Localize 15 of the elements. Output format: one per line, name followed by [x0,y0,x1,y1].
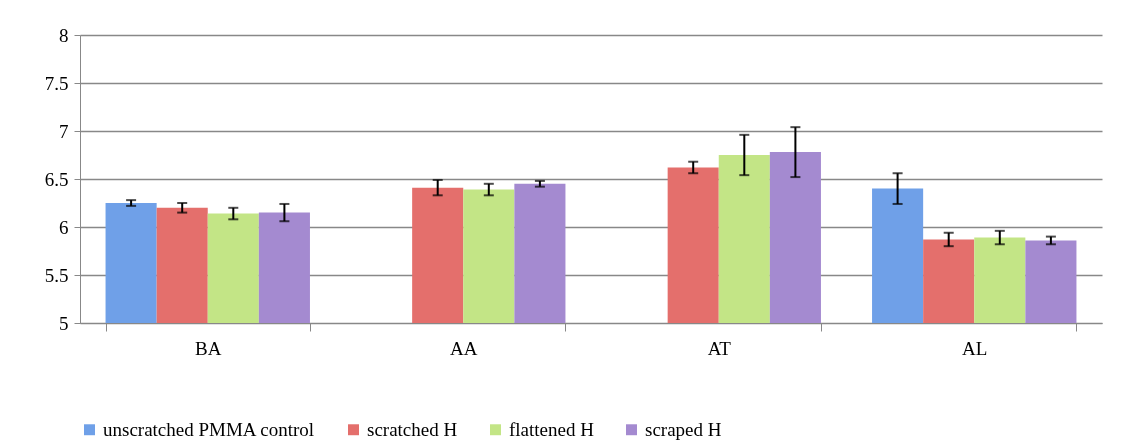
y-tick-label: 6 [59,216,69,238]
x-tick-label: AT [707,337,732,359]
legend-label: scraped H [645,418,722,440]
legend-label: flattened H [509,418,595,440]
legend-label: unscratched PMMA control [103,418,315,440]
y-tick-label: 6.5 [44,168,69,190]
y-tick-label: 8 [59,24,69,46]
x-tick-label: AA [450,337,478,359]
x-tick-label: BA [195,337,222,359]
y-tick-label: 5 [59,312,69,334]
y-tick-label: 5.5 [44,264,69,286]
legend-label: scratched H [367,418,458,440]
y-tick-label: 7.5 [44,72,69,94]
y-tick-label: 7 [59,120,69,142]
x-tick-label: AL [962,337,988,359]
